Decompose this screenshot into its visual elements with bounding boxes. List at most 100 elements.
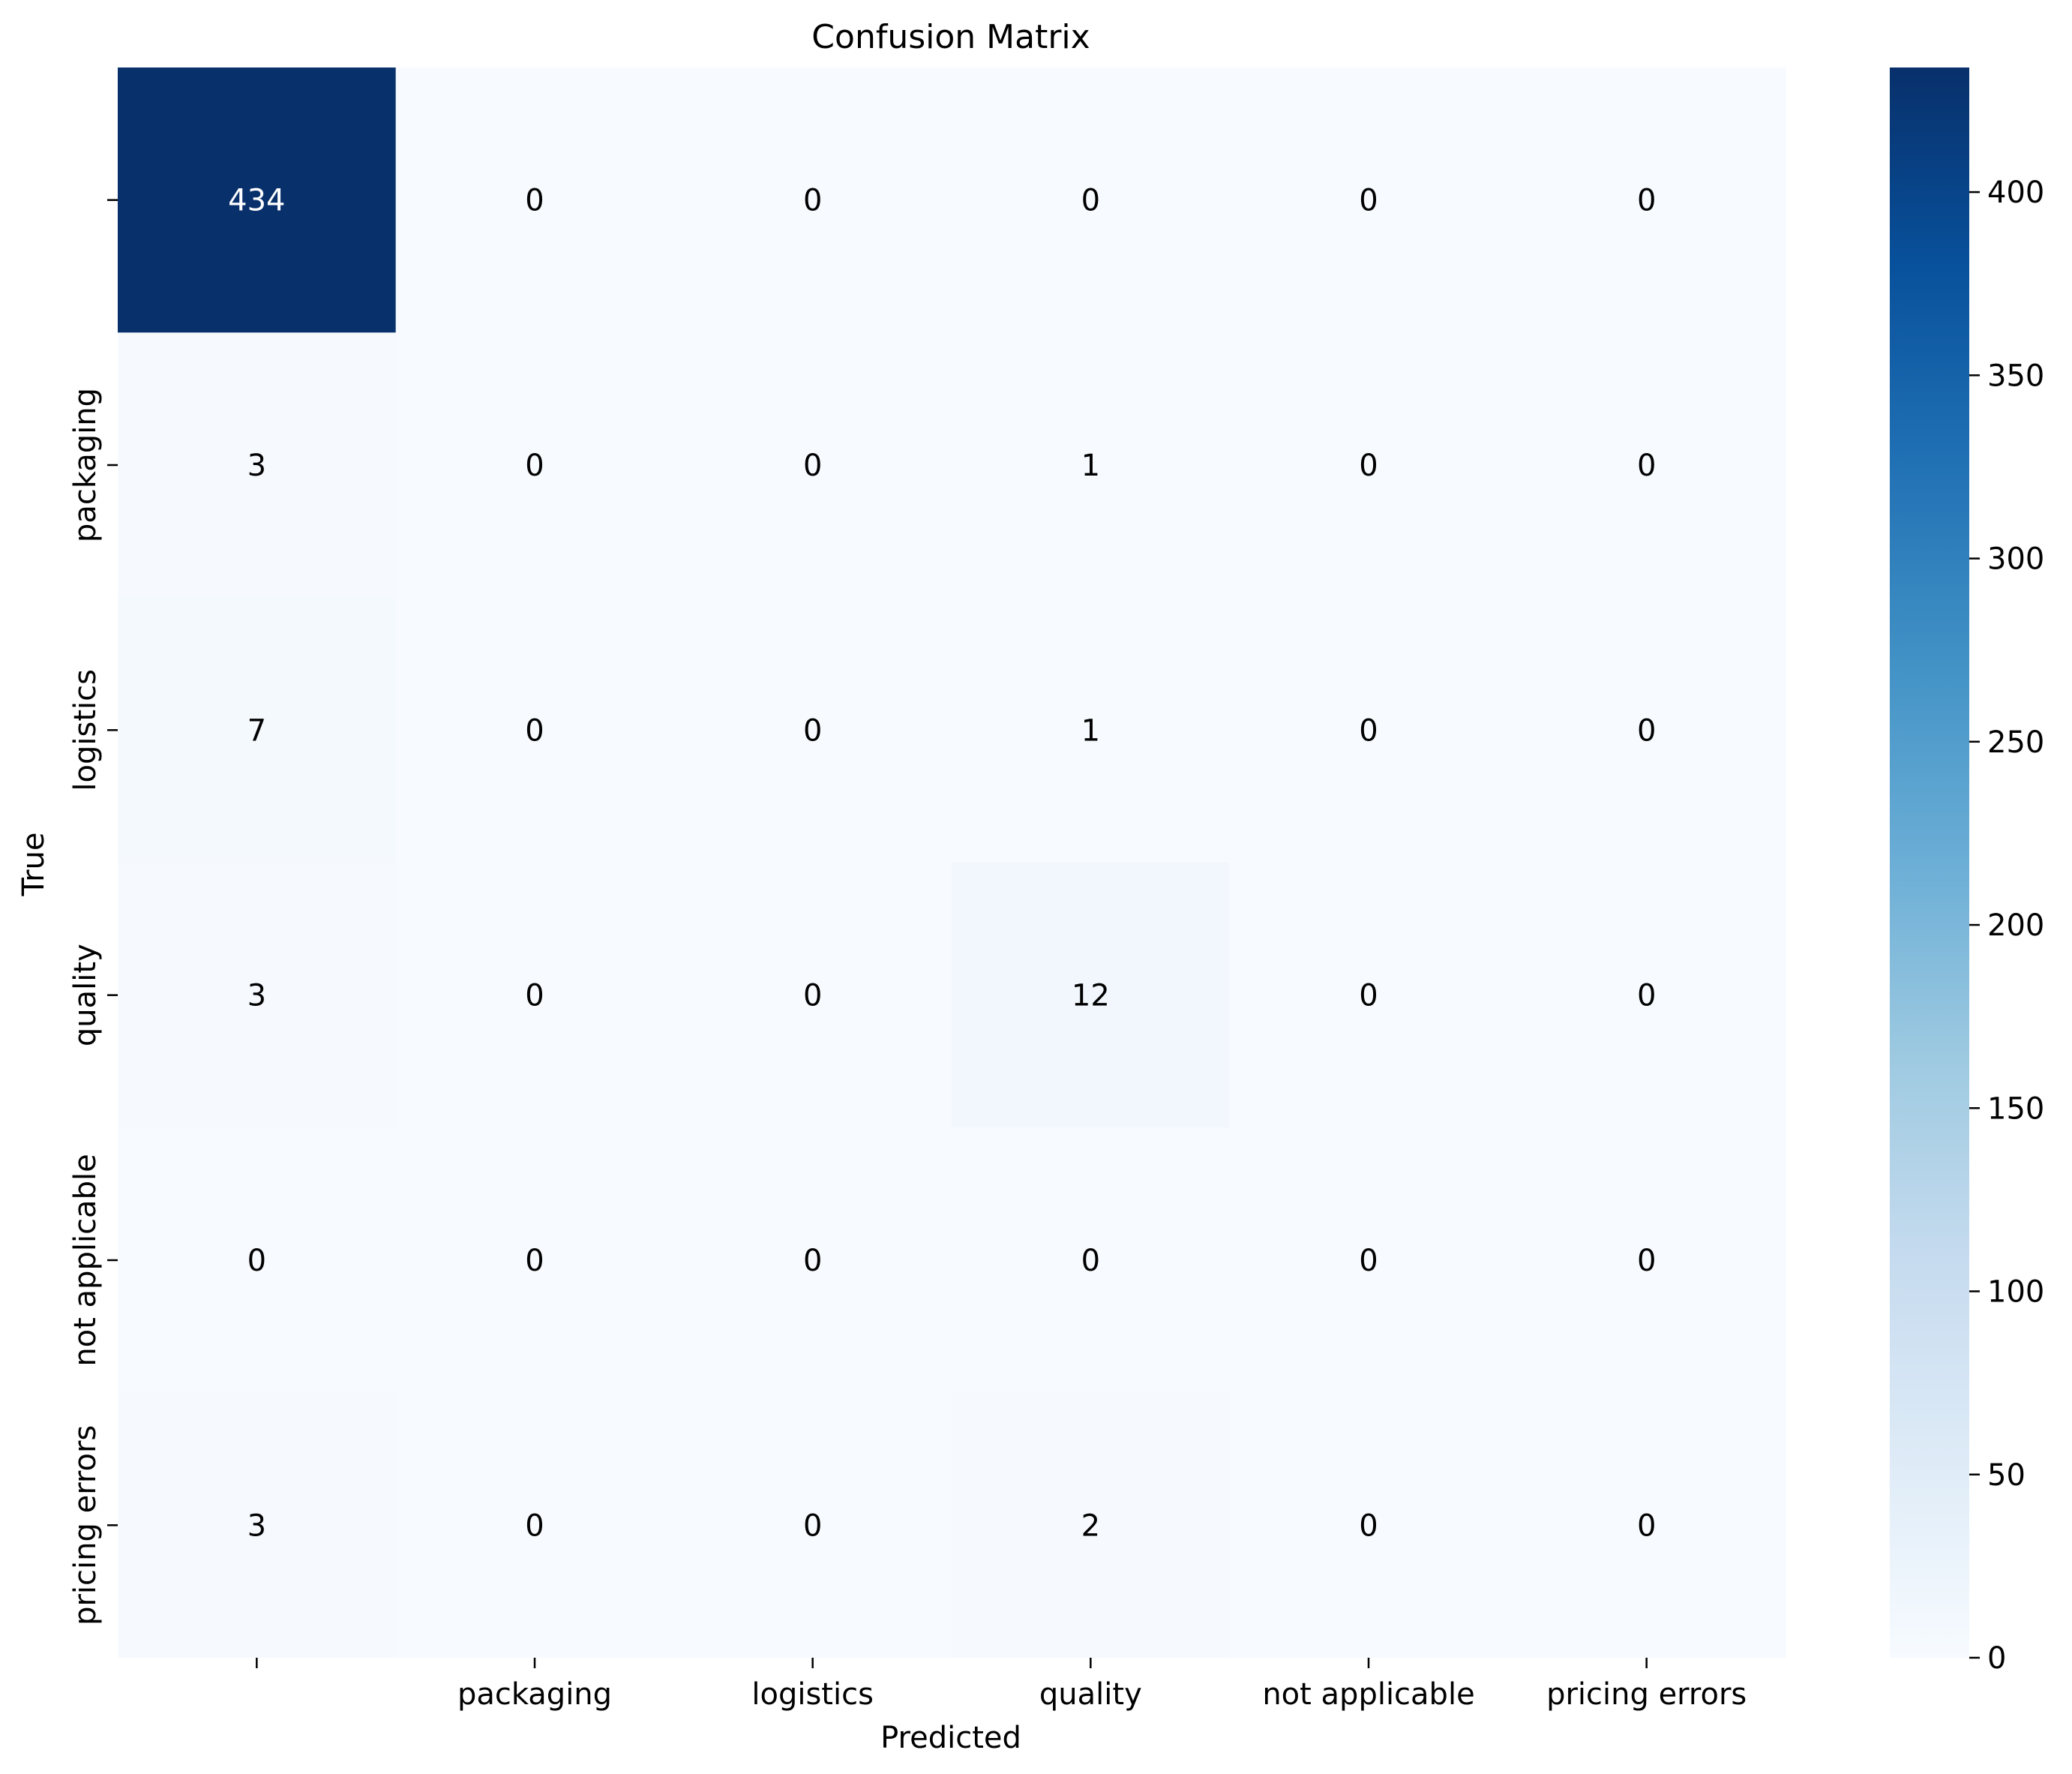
y-axis-label: True — [16, 833, 51, 897]
colorbar-tick-label-200: 200 — [1987, 908, 2044, 943]
y-axis-ticks: packaging logistics quality not applicable p… — [68, 199, 118, 1625]
cell-value-r2-c4: 0 — [1359, 713, 1378, 748]
heatmap-cell-r1-c4 — [1229, 332, 1508, 599]
heatmap-cell-r4-c4 — [1229, 1127, 1508, 1394]
chart-title: Confusion Matrix — [811, 18, 1090, 56]
heatmap-cell-r2-c5 — [1507, 597, 1786, 863]
heatmap-cell-r4-c2 — [673, 1127, 952, 1394]
cell-value-r4-c4: 0 — [1359, 1244, 1378, 1278]
heatmap-cell-r2-c4 — [1229, 597, 1508, 863]
cell-value-r3-c3: 12 — [1072, 979, 1110, 1013]
cell-value-r0-c3: 0 — [1081, 184, 1100, 218]
cell-value-r2-c2: 0 — [803, 713, 822, 748]
heatmap-cell-r5-c2 — [673, 1392, 952, 1658]
heatmap-cell-r3-c0 — [118, 863, 397, 1128]
heatmap-cell-r1-c2 — [673, 332, 952, 599]
heatmap-cell-r1-c0 — [118, 332, 397, 599]
x-axis-ticks: packaging logistics quality not applicable p… — [256, 1658, 1747, 1712]
heatmap-cell-r2-c3 — [952, 597, 1231, 863]
cell-value-r5-c1: 0 — [525, 1508, 544, 1543]
heatmap-cell-r0-c3 — [952, 68, 1231, 333]
heatmap-cell-r0-c2 — [673, 68, 952, 333]
heatmap-cell-r4-c0 — [118, 1127, 397, 1394]
colorbar — [1890, 68, 1969, 1658]
cell-value-r1-c4: 0 — [1359, 449, 1378, 483]
heatmap-cell-r5-c0 — [118, 1392, 397, 1658]
cell-value-r2-c5: 0 — [1637, 713, 1656, 748]
cell-value-r0-c2: 0 — [803, 184, 822, 218]
heatmap-cell-r4-c1 — [395, 1127, 674, 1394]
cell-value-r3-c1: 0 — [525, 979, 544, 1013]
heatmap-cell-r3-c2 — [673, 863, 952, 1128]
cell-value-r0-c5: 0 — [1637, 184, 1656, 218]
cell-value-r4-c5: 0 — [1637, 1244, 1656, 1278]
colorbar-tick-label-300: 300 — [1987, 542, 2044, 577]
cell-value-r4-c0: 0 — [247, 1244, 266, 1278]
cell-value-r3-c5: 0 — [1637, 979, 1656, 1013]
cell-value-labels: 434 0 0 0 0 0 3 0 0 1 0 0 7 0 0 1 0 0 3 0 0 12 0 0 0 0 0 0 0 0 3 0 0 2 0 0 — [228, 184, 1656, 1544]
cell-value-r4-c3: 0 — [1081, 1244, 1100, 1278]
y-tick-label-logistics: logistics — [68, 669, 103, 791]
heatmap-cell-r0-c5 — [1507, 68, 1786, 333]
x-tick-label-logistics: logistics — [751, 1677, 874, 1712]
heatmap-cell-r0-c0 — [118, 68, 397, 333]
heatmap-cell-r3-c1 — [395, 863, 674, 1128]
x-tick-label-quality: quality — [1039, 1677, 1142, 1712]
cell-value-r2-c3: 1 — [1081, 713, 1100, 748]
colorbar-tick-label-150: 150 — [1987, 1091, 2044, 1126]
x-axis-label: Predicted — [880, 1721, 1021, 1755]
heatmap-cell-r5-c5 — [1507, 1392, 1786, 1658]
cell-value-r2-c0: 7 — [247, 713, 266, 748]
cell-value-r5-c0: 3 — [247, 1508, 266, 1543]
heatmap-cell-r1-c5 — [1507, 332, 1786, 599]
y-tick-label-quality: quality — [68, 944, 103, 1046]
heatmap-cell-r0-c4 — [1229, 68, 1508, 333]
cell-value-r3-c4: 0 — [1359, 979, 1378, 1013]
colorbar-tick-label-0: 0 — [1987, 1641, 2006, 1676]
heatmap-cell-r0-c1 — [395, 68, 674, 333]
heatmap-cell-r4-c3 — [952, 1127, 1231, 1394]
cell-value-r0-c0: 434 — [228, 184, 285, 218]
heatmap-cell-r4-c5 — [1507, 1127, 1786, 1394]
colorbar-tick-label-400: 400 — [1987, 176, 2044, 210]
cell-value-r2-c1: 0 — [525, 713, 544, 748]
cell-value-r4-c1: 0 — [525, 1244, 544, 1278]
cell-value-r0-c4: 0 — [1359, 184, 1378, 218]
cell-value-r1-c3: 1 — [1081, 449, 1100, 483]
cell-value-r4-c2: 0 — [803, 1244, 822, 1278]
heatmap-cell-r1-c3 — [952, 332, 1231, 599]
cell-value-r1-c2: 0 — [803, 449, 822, 483]
cell-value-r3-c0: 3 — [247, 979, 266, 1013]
heatmap-cell-r5-c3 — [952, 1392, 1231, 1658]
cell-value-r1-c1: 0 — [525, 449, 544, 483]
heatmap-cell-r5-c1 — [395, 1392, 674, 1658]
colorbar-ticks: 0 50 100 150 200 250 300 350 400 — [1969, 176, 2044, 1676]
heatmap-cell-r3-c5 — [1507, 863, 1786, 1128]
colorbar-tick-label-50: 50 — [1987, 1458, 2026, 1493]
heatmap-cell-r2-c0 — [118, 597, 397, 863]
cell-value-r5-c2: 0 — [803, 1508, 822, 1543]
cell-value-r1-c0: 3 — [247, 449, 266, 483]
colorbar-tick-label-350: 350 — [1987, 359, 2044, 393]
cell-value-r0-c1: 0 — [525, 184, 544, 218]
x-tick-label-packaging: packaging — [457, 1677, 612, 1712]
heatmap-cell-r3-c4 — [1229, 863, 1508, 1128]
y-tick-label-packaging: packaging — [68, 388, 103, 542]
heatmap-cell-r1-c1 — [395, 332, 674, 599]
y-tick-label-not-applicable: not applicable — [68, 1154, 103, 1366]
x-tick-label-not-applicable: not applicable — [1262, 1677, 1474, 1712]
heatmap-cell-r2-c1 — [395, 597, 674, 863]
heatmap-cell-r5-c4 — [1229, 1392, 1508, 1658]
heatmap-cell-r3-c3 — [952, 863, 1231, 1128]
cell-value-r5-c5: 0 — [1637, 1508, 1656, 1543]
x-tick-label-pricing-errors: pricing errors — [1546, 1677, 1747, 1712]
cell-value-r1-c5: 0 — [1637, 449, 1656, 483]
heatmap-cells — [118, 68, 1786, 1658]
colorbar-tick-label-100: 100 — [1987, 1275, 2044, 1310]
heatmap-cell-r2-c2 — [673, 597, 952, 863]
cell-value-r3-c2: 0 — [803, 979, 822, 1013]
cell-value-r5-c3: 2 — [1081, 1508, 1100, 1543]
cell-value-r5-c4: 0 — [1359, 1508, 1378, 1543]
colorbar-tick-label-250: 250 — [1987, 725, 2044, 760]
